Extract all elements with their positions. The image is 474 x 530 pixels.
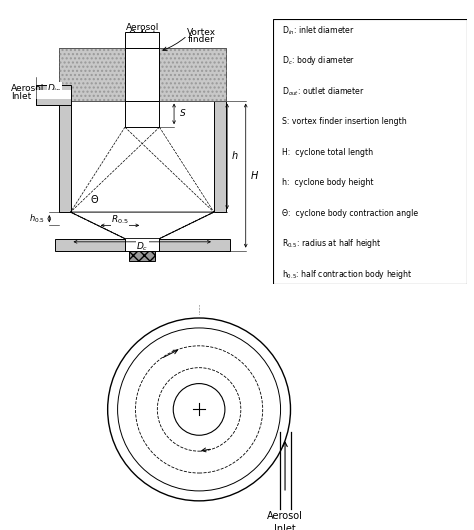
Bar [59, 48, 125, 101]
Text: Inlet: Inlet [11, 92, 31, 101]
Text: Aerosol: Aerosol [267, 511, 303, 521]
Text: Inlet: Inlet [274, 524, 296, 530]
Text: D$_{in}$: inlet diameter: D$_{in}$: inlet diameter [282, 24, 356, 37]
Bar [159, 48, 226, 101]
Text: H: H [250, 171, 258, 181]
Text: h$_{0.5}$: half contraction body height: h$_{0.5}$: half contraction body height [282, 268, 413, 281]
Text: H:  cyclone total length: H: cyclone total length [282, 148, 374, 157]
Bar [59, 48, 125, 101]
Text: D$_{out}$: outlet diameter: D$_{out}$: outlet diameter [282, 85, 365, 98]
Text: $h_{0.5}$: $h_{0.5}$ [29, 213, 46, 225]
Text: finder: finder [187, 35, 214, 44]
Bar [129, 251, 155, 261]
Bar [59, 101, 71, 212]
Text: $\Theta$: $\Theta$ [90, 193, 99, 205]
Bar [159, 48, 226, 101]
Text: Θ:  cyclone body contraction angle: Θ: cyclone body contraction angle [282, 209, 419, 218]
Bar [125, 238, 159, 251]
Bar [36, 85, 71, 104]
Text: Outlet: Outlet [128, 30, 156, 39]
Text: Vortex: Vortex [187, 28, 217, 37]
Text: R$_{0.5}$: radius at half height: R$_{0.5}$: radius at half height [282, 237, 382, 250]
Text: $R_{0.5}$: $R_{0.5}$ [111, 214, 129, 226]
Bar [55, 238, 230, 251]
Bar [36, 90, 71, 99]
Text: S: vortex finder insertion length: S: vortex finder insertion length [282, 118, 407, 126]
Bar [125, 32, 159, 48]
Bar [214, 101, 226, 212]
Bar [125, 101, 159, 127]
Text: D$_c$: body diameter: D$_c$: body diameter [282, 55, 356, 67]
Text: Aerosol: Aerosol [11, 84, 44, 93]
Text: h:  cyclone body height: h: cyclone body height [282, 179, 374, 187]
Text: h: h [232, 152, 238, 161]
Polygon shape [71, 212, 214, 238]
Text: $D_{in}$: $D_{in}$ [47, 83, 62, 95]
Text: S: S [180, 109, 186, 118]
Text: Aerosol: Aerosol [126, 23, 159, 32]
Text: $D_c$: $D_c$ [136, 241, 148, 253]
Text: $D_{out}$: $D_{out}$ [132, 117, 152, 129]
Circle shape [173, 384, 225, 435]
Bar [125, 48, 159, 101]
